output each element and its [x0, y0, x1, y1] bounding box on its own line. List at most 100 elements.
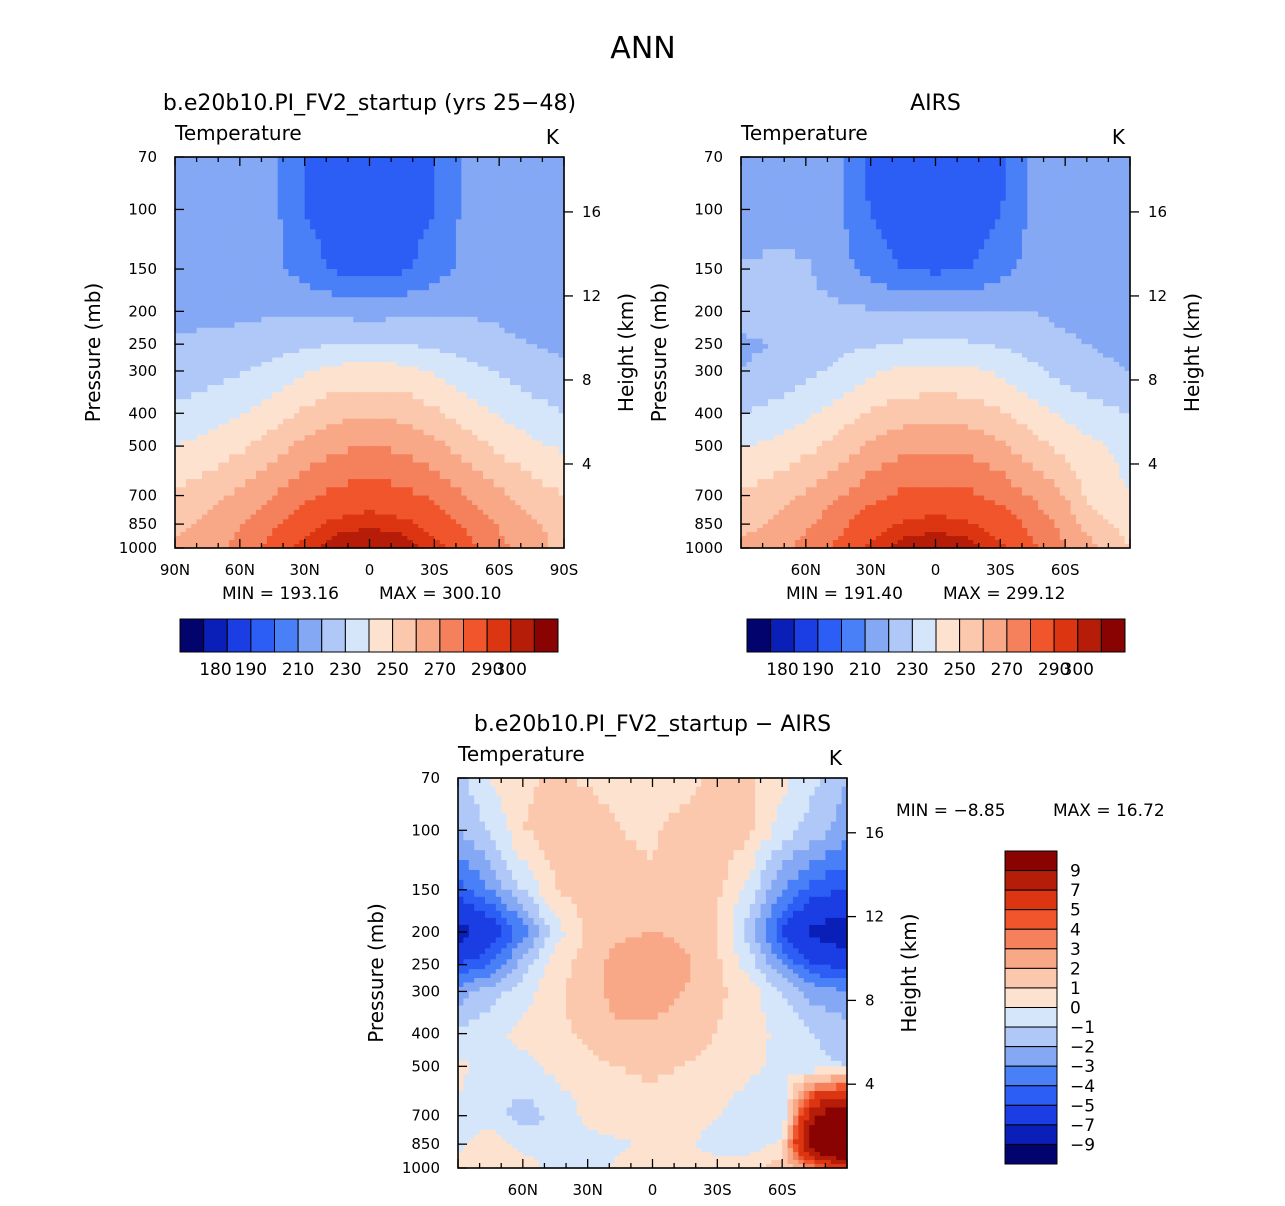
heatmap-cell [196, 348, 203, 354]
panel-model: 90N 60N 30N 0 30S 60S 90S701001502002503004005… [81, 91, 638, 680]
heatmap-cell [520, 544, 527, 549]
heatmap-cell [412, 429, 419, 436]
heatmap-cell [202, 338, 209, 345]
heatmap-cell [520, 311, 527, 318]
heatmap-cell [536, 191, 543, 202]
heatmap-cell [288, 519, 295, 525]
heatmap-cell [1054, 165, 1061, 176]
heatmap-cell [229, 183, 236, 193]
heatmap-cell [256, 446, 263, 455]
heatmap-cell [239, 269, 246, 277]
heatmap-cell [418, 239, 425, 250]
heatmap-cell [881, 157, 888, 167]
heatmap-cell [358, 392, 365, 400]
heatmap-cell [337, 524, 344, 529]
heatmap-cell [472, 479, 479, 488]
heatmap-cell [1038, 183, 1045, 193]
heatmap-cell [320, 487, 327, 497]
heatmap-cell [515, 536, 522, 541]
heatmap-cell [347, 327, 354, 334]
heatmap-cell [245, 249, 252, 260]
heatmap-cell [369, 183, 376, 193]
heatmap-cell [185, 435, 192, 442]
heatmap-cell [207, 418, 214, 425]
heatmap-cell [547, 269, 554, 277]
heatmap-cell [418, 429, 425, 436]
heatmap-cell [423, 239, 430, 250]
heatmap-cell [175, 509, 181, 516]
heatmap-cell [326, 259, 333, 270]
heatmap-cell [741, 249, 747, 260]
heatmap-cell [261, 259, 268, 270]
heatmap-cell [364, 509, 371, 516]
heatmap-cell [218, 174, 225, 184]
heatmap-cell [185, 304, 192, 312]
heatmap-cell [310, 276, 317, 284]
heatmap-cell [310, 290, 317, 298]
heatmap-cell [315, 338, 322, 345]
heatmap-cell [239, 514, 246, 520]
heatmap-cell [310, 219, 317, 230]
heatmap-cell [849, 239, 856, 250]
heatmap-cell [811, 165, 818, 176]
heatmap-cell [364, 304, 371, 312]
heatmap-cell [315, 174, 322, 184]
heatmap-cell [536, 435, 543, 442]
heatmap-cell [477, 424, 484, 431]
heatmap-cell [800, 174, 807, 184]
heatmap-cell [315, 519, 322, 525]
heatmap-cell [553, 239, 560, 250]
heatmap-cell [326, 165, 333, 176]
heatmap-cell [973, 165, 980, 176]
heatmap-cell [180, 418, 187, 425]
heatmap-cell [477, 392, 484, 400]
heatmap-cell [886, 183, 893, 193]
heatmap-cell [520, 191, 527, 202]
heatmap-cell [515, 446, 522, 455]
heatmap-cell [784, 183, 791, 193]
heatmap-cell [256, 344, 263, 350]
heatmap-cell [558, 495, 565, 501]
heatmap-cell [466, 454, 473, 464]
heatmap-cell [218, 348, 225, 354]
heatmap-cell [445, 269, 452, 277]
heatmap-cell [450, 440, 457, 447]
heatmap-cell [547, 406, 554, 414]
heatmap-cell [385, 440, 392, 447]
heatmap-cell [838, 219, 845, 230]
heatmap-cell [304, 239, 311, 250]
heatmap-cell [261, 378, 268, 386]
heatmap-cell [407, 174, 414, 184]
heatmap-cell [391, 528, 398, 533]
heatmap-cell [266, 462, 273, 472]
heatmap-cell [499, 540, 506, 545]
heatmap-cell [391, 440, 398, 447]
heatmap-cell [261, 366, 268, 372]
heatmap-cell [283, 399, 290, 407]
heatmap-cell [218, 366, 225, 372]
heatmap-cell [369, 509, 376, 516]
heatmap-cell [331, 509, 338, 516]
heatmap-cell [466, 528, 473, 533]
heatmap-cell [374, 276, 381, 284]
heatmap-cell [472, 524, 479, 529]
heatmap-cell [751, 157, 758, 167]
heatmap-cell [320, 269, 327, 277]
heatmap-cell [1043, 191, 1050, 202]
heatmap-cell [358, 440, 365, 447]
heatmap-cell [526, 505, 533, 511]
heatmap-cell [207, 540, 214, 545]
heatmap-cell [245, 327, 252, 334]
heatmap-cell [536, 418, 543, 425]
heatmap-cell [234, 239, 241, 250]
heatmap-cell [865, 174, 872, 184]
heatmap-cell [310, 191, 317, 202]
heatmap-cell [320, 454, 327, 464]
heatmap-cell [418, 495, 425, 501]
heatmap-cell [526, 348, 533, 354]
heatmap-cell [358, 399, 365, 407]
heatmap-cell [547, 333, 554, 340]
heatmap-cell [239, 540, 246, 545]
heatmap-cell [482, 322, 489, 329]
heatmap-cell [358, 183, 365, 193]
